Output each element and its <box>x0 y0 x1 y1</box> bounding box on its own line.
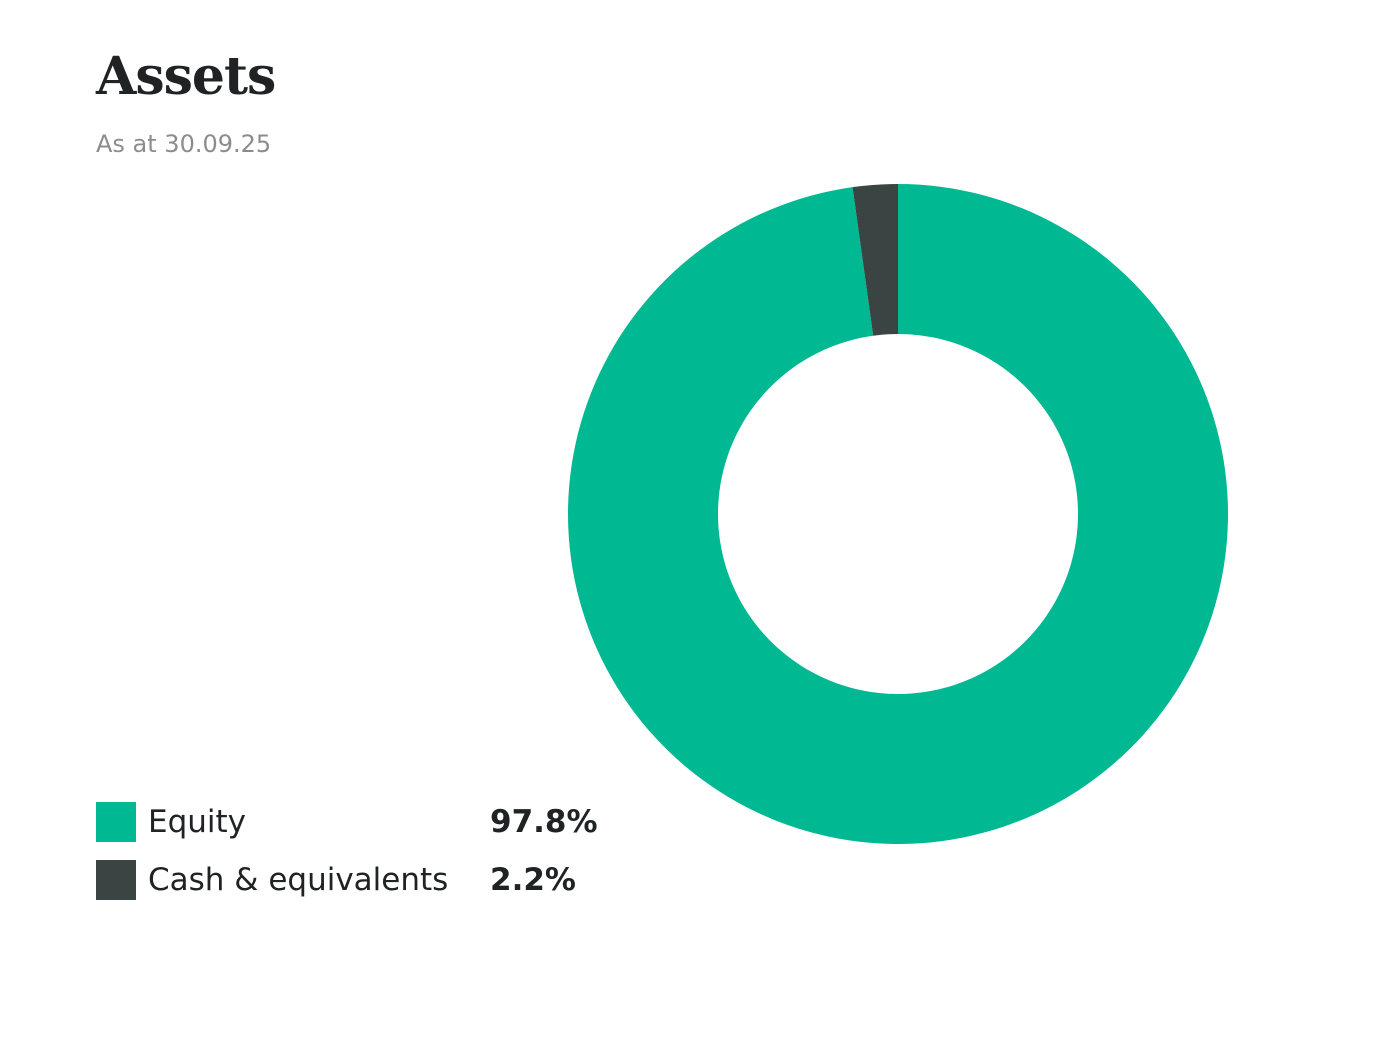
page-title: Assets <box>96 46 276 107</box>
legend-item-equity: Equity 97.8% <box>96 802 616 842</box>
donut-slice-cash-equivalents <box>852 184 898 336</box>
legend-swatch-equity <box>96 802 136 842</box>
legend-value-equity: 97.8% <box>490 804 598 840</box>
page-subtitle: As at 30.09.25 <box>96 130 272 158</box>
legend-label-equity: Equity <box>148 804 247 840</box>
donut-chart <box>568 184 1228 844</box>
legend-label-cash-equivalents: Cash & equivalents <box>148 862 449 898</box>
donut-slice-equity <box>568 184 1228 844</box>
chart-legend: Equity 97.8% Cash & equivalents 2.2% <box>96 802 616 918</box>
legend-value-cash-equivalents: 2.2% <box>490 862 576 898</box>
legend-item-cash-equivalents: Cash & equivalents 2.2% <box>96 860 616 900</box>
legend-swatch-cash-equivalents <box>96 860 136 900</box>
